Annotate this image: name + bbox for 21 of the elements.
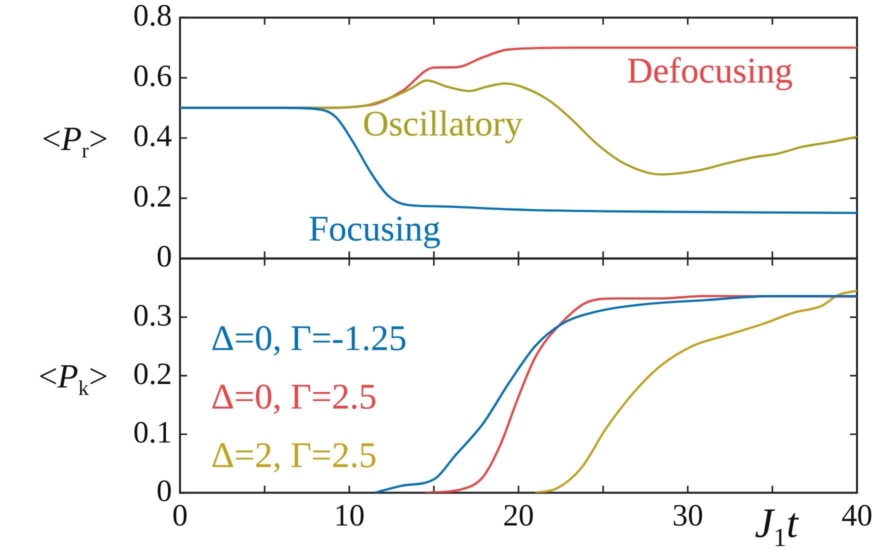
text: Δ=0, Γ=-1.25 xyxy=(211,318,407,358)
y-tick-label: 0.2 xyxy=(133,178,172,214)
x-tick-label: 30 xyxy=(672,498,704,533)
y-tick-label: 0.8 xyxy=(133,0,172,33)
text: Δ=2, Γ=2.5 xyxy=(211,435,377,476)
y-tick-label: 0.6 xyxy=(133,58,172,93)
y-tick-label: 0 xyxy=(156,238,172,274)
series-label: Oscillatory xyxy=(362,104,523,144)
line-series xyxy=(180,106,857,214)
line-series xyxy=(534,290,857,493)
y-tick-label: 0 xyxy=(156,472,172,508)
y-tick-label: 0.4 xyxy=(133,118,172,154)
series-label: Defocusing xyxy=(626,50,793,91)
y-tick-label: 0.2 xyxy=(133,356,172,391)
x-tick-label: 10 xyxy=(334,498,365,533)
series-label: Focusing xyxy=(308,208,441,248)
y-tick-label: 0.3 xyxy=(133,297,172,332)
x-tick-label: 40 xyxy=(842,498,872,533)
text: Δ=0, Γ=2.5 xyxy=(211,376,377,416)
x-tick-label: 20 xyxy=(503,498,534,533)
y-tick-label: 0.1 xyxy=(133,414,172,450)
